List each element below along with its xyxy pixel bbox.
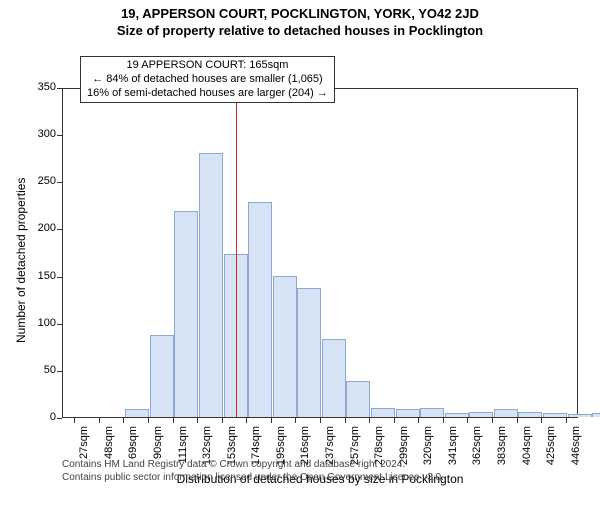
- histogram-bar: [592, 413, 600, 417]
- y-tick-mark: [57, 371, 62, 372]
- y-tick-mark: [57, 277, 62, 278]
- x-tick-mark: [173, 418, 174, 423]
- histogram-bar: [568, 414, 592, 417]
- histogram-bar: [174, 211, 198, 417]
- x-tick-mark: [123, 418, 124, 423]
- y-tick-mark: [57, 324, 62, 325]
- histogram-bar: [494, 409, 518, 417]
- x-tick-label: 383sqm: [496, 426, 508, 474]
- x-tick-label: 341sqm: [447, 426, 459, 474]
- x-tick-mark: [197, 418, 198, 423]
- y-tick-mark: [57, 135, 62, 136]
- x-tick-mark: [74, 418, 75, 423]
- histogram-bar: [543, 413, 567, 417]
- x-tick-mark: [418, 418, 419, 423]
- x-tick-label: 446sqm: [570, 426, 582, 474]
- histogram-bar: [371, 408, 395, 417]
- histogram-bar: [248, 202, 272, 417]
- histogram-bar: [199, 153, 223, 417]
- x-tick-label: 362sqm: [471, 426, 483, 474]
- y-tick-label: 150: [28, 270, 56, 282]
- x-tick-mark: [467, 418, 468, 423]
- y-tick-label: 250: [28, 175, 56, 187]
- x-tick-mark: [271, 418, 272, 423]
- plot-area: [62, 88, 578, 418]
- x-tick-mark: [320, 418, 321, 423]
- y-tick-mark: [57, 418, 62, 419]
- x-tick-mark: [246, 418, 247, 423]
- histogram-bar: [518, 412, 542, 417]
- footer-line1: Contains HM Land Registry data © Crown c…: [62, 459, 405, 470]
- y-tick-mark: [57, 88, 62, 89]
- y-tick-label: 200: [28, 222, 56, 234]
- x-tick-mark: [517, 418, 518, 423]
- y-axis-label: Number of detached properties: [14, 178, 28, 343]
- y-tick-label: 50: [28, 364, 56, 376]
- x-tick-mark: [394, 418, 395, 423]
- histogram-bar: [297, 288, 321, 417]
- x-tick-label: 425sqm: [545, 426, 557, 474]
- y-tick-label: 300: [28, 128, 56, 140]
- histogram-bar: [445, 413, 469, 417]
- histogram-bar: [420, 408, 444, 417]
- x-tick-mark: [345, 418, 346, 423]
- property-marker-line: [236, 87, 237, 417]
- histogram-bar: [469, 412, 493, 417]
- chart-title-line1: 19, APPERSON COURT, POCKLINGTON, YORK, Y…: [0, 6, 600, 21]
- chart-title-line2: Size of property relative to detached ho…: [0, 23, 600, 38]
- x-tick-mark: [295, 418, 296, 423]
- annot-line2: ← 84% of detached houses are smaller (1,…: [92, 73, 323, 85]
- x-tick-label: 404sqm: [521, 426, 533, 474]
- footer-text: Contains HM Land Registry data © Crown c…: [62, 458, 444, 484]
- x-tick-mark: [222, 418, 223, 423]
- x-tick-mark: [566, 418, 567, 423]
- y-tick-mark: [57, 229, 62, 230]
- histogram-bar: [346, 381, 370, 417]
- x-tick-mark: [99, 418, 100, 423]
- histogram-bar: [322, 339, 346, 417]
- histogram-bar: [150, 335, 174, 417]
- histogram-bar: [125, 409, 149, 417]
- x-tick-mark: [369, 418, 370, 423]
- annotation-box: 19 APPERSON COURT: 165sqm ← 84% of detach…: [80, 56, 335, 103]
- x-tick-mark: [148, 418, 149, 423]
- y-tick-label: 350: [28, 81, 56, 93]
- x-tick-mark: [443, 418, 444, 423]
- annot-line1: 19 APPERSON COURT: 165sqm: [127, 59, 289, 71]
- histogram-bar: [396, 409, 420, 417]
- y-tick-label: 100: [28, 317, 56, 329]
- annot-line3: 16% of semi-detached houses are larger (…: [87, 87, 328, 99]
- x-tick-mark: [492, 418, 493, 423]
- y-tick-label: 0: [28, 411, 56, 423]
- y-tick-mark: [57, 182, 62, 183]
- footer-line2: Contains public sector information licen…: [62, 472, 444, 483]
- histogram-bar: [273, 276, 297, 417]
- x-tick-mark: [541, 418, 542, 423]
